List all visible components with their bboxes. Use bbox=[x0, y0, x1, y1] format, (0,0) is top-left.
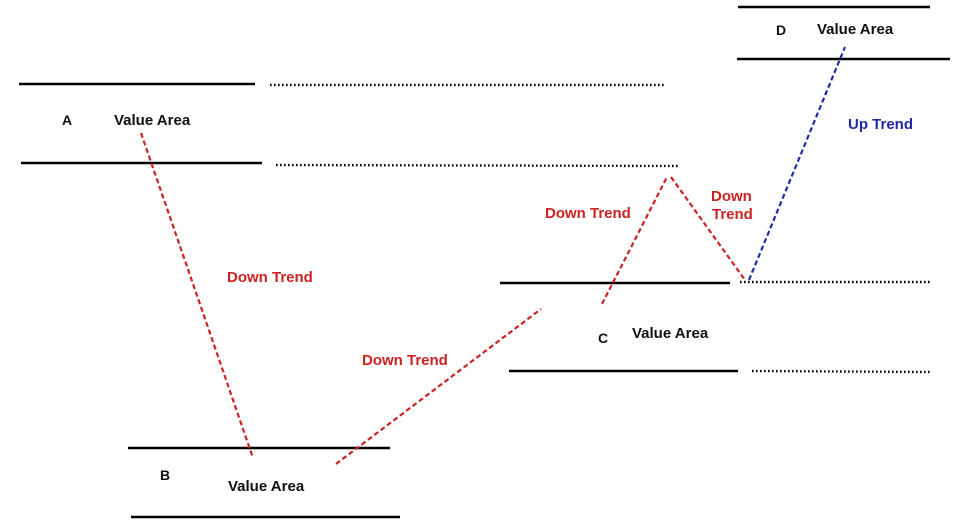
down-trend-label-c-fall-line1: Down bbox=[711, 188, 752, 205]
value-area-a: A Value Area bbox=[19, 82, 679, 168]
value-area-a-letter: A bbox=[62, 112, 72, 128]
down-trend-line-b-to-c bbox=[335, 308, 542, 465]
down-trend-label-c-rise: Down Trend bbox=[545, 205, 631, 222]
value-area-d-letter: D bbox=[776, 22, 786, 38]
value-area-c-bottom-extension bbox=[751, 369, 933, 374]
up-trend-line-c-to-d bbox=[747, 46, 847, 281]
up-trend-label: Up Trend bbox=[848, 116, 913, 133]
value-area-b-letter: B bbox=[160, 467, 170, 483]
down-trend-line-c-rise bbox=[601, 176, 668, 305]
value-area-c-letter: C bbox=[598, 330, 608, 346]
value-area-a-label: Value Area bbox=[114, 112, 191, 129]
down-trend-line-a-to-b bbox=[139, 132, 255, 459]
down-trend-label-a-to-b: Down Trend bbox=[227, 269, 313, 286]
value-area-d-label: Value Area bbox=[817, 21, 894, 38]
value-area-d: D Value Area bbox=[737, 5, 950, 61]
down-trend-label-c-fall-line2: Trend bbox=[712, 206, 753, 223]
value-area-a-bottom-extension bbox=[275, 163, 679, 168]
value-area-b: B Value Area bbox=[128, 446, 400, 519]
value-area-c-label: Value Area bbox=[632, 325, 709, 342]
down-trend-label-b-to-c: Down Trend bbox=[362, 352, 448, 369]
value-area-b-label: Value Area bbox=[228, 478, 305, 495]
down-trend-line-c-fall bbox=[670, 176, 746, 281]
value-area-c: C Value Area bbox=[500, 280, 933, 374]
